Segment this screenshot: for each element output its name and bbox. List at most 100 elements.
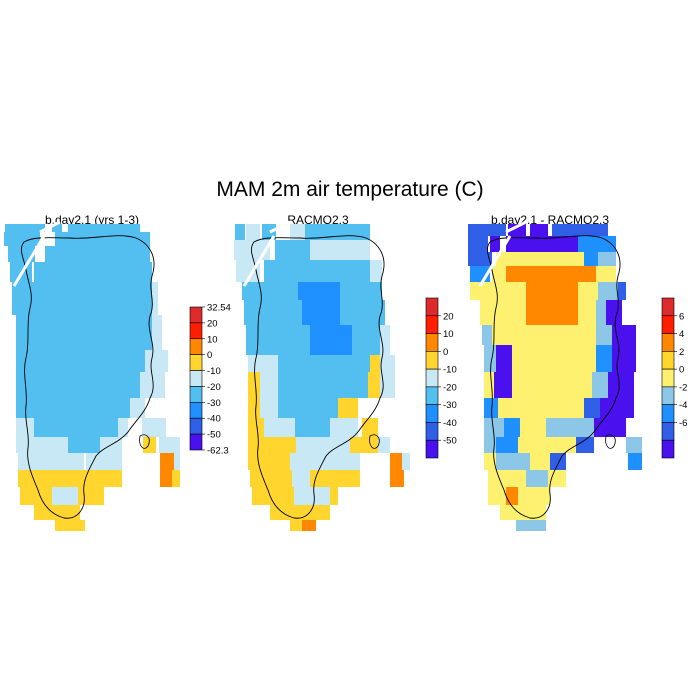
grid-cell (4, 232, 40, 246)
grid-cell (468, 252, 492, 266)
colorbar-label: 20 (207, 318, 218, 329)
grid-cell (378, 437, 390, 453)
grid-cell (248, 437, 296, 453)
grid-cell (596, 300, 606, 325)
coastline (369, 434, 380, 449)
grid-cell (600, 398, 634, 418)
colorbar-segment (189, 338, 203, 355)
grid-cell (484, 372, 494, 398)
grid-cell (236, 260, 260, 282)
grid-cell (174, 453, 180, 470)
grid-cell (145, 350, 168, 372)
colorbar-segment (661, 368, 675, 388)
grid-cell (130, 398, 145, 418)
grid-cell (578, 282, 598, 300)
grid-cell (143, 437, 156, 453)
colorbar-segment (425, 351, 439, 370)
grid-cell (390, 470, 404, 487)
grid-cell (576, 437, 594, 453)
grid-cell (470, 282, 486, 300)
colorbar-difference: 6 4 2 0 -2 -4 -6 (661, 297, 687, 459)
colorbar-label: 10 (207, 334, 218, 345)
grid-cell (520, 418, 546, 437)
grid-cell (598, 252, 616, 266)
grid-cell (402, 453, 410, 470)
grid-cell (526, 300, 578, 325)
colorbar-racmo: 20 10 0 -10 -20 -30 -40 -50 (425, 297, 457, 459)
gap (242, 235, 276, 287)
colorbar-label: 6 (679, 311, 684, 322)
grid-cell (250, 470, 292, 487)
grid-cell (16, 418, 34, 437)
grid-cell (484, 345, 496, 372)
gap (505, 220, 527, 234)
grid-cell (294, 487, 330, 505)
grid-cell (52, 487, 78, 505)
grid-cell (484, 418, 504, 437)
grid-cell (550, 453, 566, 470)
grid-cell (312, 300, 340, 325)
grid-cell (496, 252, 516, 266)
grid-cell (302, 300, 312, 325)
grid-cell (16, 315, 152, 350)
colorbar-segment (661, 333, 675, 352)
grid-cell (612, 345, 636, 372)
grid-cell (500, 505, 528, 520)
grid-cell (52, 224, 62, 232)
grid-cell (526, 282, 578, 300)
grid-cell (380, 355, 395, 372)
grid-cell (546, 418, 576, 437)
grid-cell (596, 345, 612, 372)
grid-cell (370, 260, 382, 282)
grid-cell (490, 236, 500, 252)
grid-cell (55, 232, 150, 246)
colorbar-label: -10 (443, 365, 457, 376)
colorbar-segment (661, 404, 675, 423)
colorbar-segment (425, 333, 439, 352)
grid-cell (86, 453, 122, 470)
colorbar-label: -6 (679, 418, 687, 429)
colorbar-segment (425, 297, 439, 317)
colorbar-label: -20 (207, 382, 221, 393)
grid-cell (235, 224, 245, 240)
grid-cell (118, 418, 128, 437)
grid-cell (16, 398, 130, 418)
grid-cell (264, 418, 295, 437)
colorbar-label: -2 (679, 382, 687, 393)
grid-cell (484, 437, 496, 453)
grid-cell (142, 418, 166, 437)
grid-cell (296, 437, 350, 453)
grid-cell (512, 372, 592, 398)
figure-title: MAM 2m air temperature (C) (216, 178, 484, 201)
grid-cell (292, 470, 310, 487)
grid-cell (68, 224, 140, 232)
coastline (605, 434, 616, 449)
grid-cell (18, 470, 104, 487)
grid-cell (594, 418, 626, 437)
grid-cell (486, 282, 526, 300)
grid-cell (34, 418, 118, 437)
gap (478, 235, 512, 287)
grid-cell (526, 236, 578, 252)
grid-cell (362, 418, 378, 437)
grid-cell (290, 453, 360, 470)
grid-cell (482, 325, 492, 345)
colorbar-label: -20 (443, 382, 457, 393)
grid-cell (492, 266, 506, 282)
grid-cell (518, 437, 576, 453)
grid-cell (578, 300, 596, 325)
grid-cell (64, 453, 84, 470)
grid-cell (298, 282, 340, 300)
grid-cell (290, 520, 302, 531)
grid-cell (488, 487, 506, 505)
colorbar-label: 20 (443, 311, 454, 322)
colorbar-label: -50 (443, 436, 457, 447)
grid-cell (242, 282, 298, 300)
colorbar-segment (661, 315, 675, 334)
grid-cell (20, 487, 52, 505)
colorbar-segment (661, 422, 675, 441)
colorbar-label: 0 (443, 347, 448, 358)
coastline (251, 235, 385, 519)
grid-cell (484, 453, 496, 470)
